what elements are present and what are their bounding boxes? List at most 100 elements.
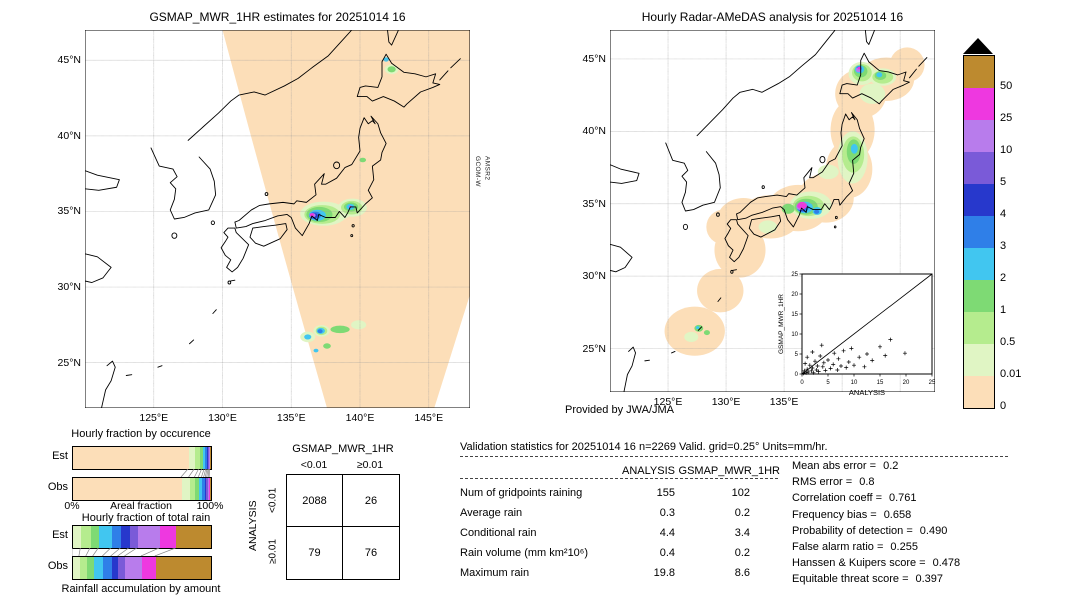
lon-tick-label: 140°E [345,412,375,424]
connector-line [124,548,138,556]
x-tick-label: 10 [851,380,858,386]
stat-gsmap-value: 8.6 [734,567,750,579]
bar-segment [111,526,122,548]
lon-tick-label: 130°E [711,396,741,408]
lon-tick-label: 135°E [276,412,306,424]
scatter-point [807,363,812,368]
metric-label: RMS error = [792,476,853,489]
y-tick-label: 0 [795,372,799,378]
scatter-point [810,366,815,370]
stat-label: Num of gridpoints raining [460,487,583,499]
colorbar-triangle [963,38,993,54]
stat-gsmap-value: 3.4 [734,527,750,539]
totalrain-title: Hourly fraction of total rain [81,512,211,524]
scatter-point [841,348,846,353]
est-bar-occurrence [72,446,212,470]
colorbar-tick-label: 4 [1000,208,1007,220]
scatter-point [832,351,837,356]
validation-col-header-analysis: ANALYSIS [622,465,675,477]
stat-gsmap-value: 102 [731,487,750,499]
stat-label: Rain volume (mm km²10⁶) [460,547,588,559]
bar-segment [176,526,211,548]
validation-row: Average rain 0.3 0.2 [460,503,780,523]
contingency-cell: 76 [364,547,378,559]
validation-row: Num of gridpoints raining 155 102 [460,483,780,503]
lat-tick-label: 45°N [57,54,81,67]
bar-segment [129,526,138,548]
metric-value: 0.478 [932,557,961,570]
bar-segment [86,557,94,579]
connector-line [117,548,129,556]
sensor-label: GCOM-W AMSR2 [472,156,492,187]
axis-left-label: 0% [64,500,80,512]
obs-bar-occurrence [72,477,212,501]
totalrain-obs-label: Obs [47,560,68,572]
bar-segment [199,447,203,469]
connector-line [110,548,121,556]
bar-segment [209,478,211,500]
colorbar-tick-label: 5 [1000,176,1007,188]
scatter-point [888,337,893,342]
scatter-point [811,370,816,375]
metric-value: 0.397 [915,573,944,586]
connector-line [201,469,205,477]
scatter-point [849,346,854,351]
validation-row: Maximum rain 19.8 8.6 [460,563,780,583]
scatter-point [805,355,810,360]
bar-segment [99,526,112,548]
scatter-point [826,358,830,362]
areal-fraction-label: Areal fraction [110,500,172,512]
metric-row: Mean abs error = 0.2 [792,458,960,474]
bar-segment [111,557,119,579]
y-tick-label: 25 [791,272,798,278]
connector-line [85,548,91,556]
colorbar-segment [964,120,994,152]
scatter-point [810,350,815,354]
colorbar-segment [964,56,994,88]
bar-segment [118,557,126,579]
metric-row: Equitable threat score = 0.397 [792,571,960,587]
bar-segment [103,557,112,579]
scatter-point [835,368,840,372]
connector-line [78,548,81,556]
scatter-point [818,354,823,358]
scatter-point [862,364,867,369]
contingency-col-label-1: ≥0.01 [356,459,384,471]
inset-xlabel: ANALYSIS [849,388,885,397]
scatter-point [821,360,826,365]
bar-segment [79,557,87,579]
scatter-point [870,358,875,363]
scatter-point [839,364,843,368]
metric-label: Correlation coeff = [792,492,882,505]
diagonal-line [801,273,933,375]
contingency-table: 2088 26 79 76 [286,474,400,580]
connector-line [203,469,207,477]
stat-gsmap-value: 0.2 [734,507,750,519]
lon-tick-label: 125°E [139,412,169,424]
contingency-row-title: ANALYSIS [247,500,259,552]
lat-tick-label: 35°N [582,197,606,210]
scatter-point [878,344,882,349]
scatter-point [836,356,841,361]
metric-row: RMS error = 0.8 [792,474,960,490]
bar-segment [141,557,156,579]
colorbar-segment [964,280,994,312]
bar-segment [204,478,207,500]
metric-value: 0.658 [883,508,912,521]
left-map-panel [85,30,470,408]
totalrain-caption: Rainfall accumulation by amount [61,583,221,595]
bar-segment [155,557,211,579]
colorbar-tick-label: 0 [1000,400,1007,412]
bar-segment [195,447,200,469]
contingency-row-label-0: <0.01 [267,487,279,513]
contingency-cell: 2088 [287,475,343,527]
scatter-point [846,360,851,364]
lon-tick-label: 125°E [653,396,683,408]
metric-value: 0.490 [919,524,948,537]
scatter-point [865,352,869,356]
connector-line [92,548,99,556]
inset-ylabel: GSMAP_MWR_1HR [778,294,785,354]
scatter-point [803,361,808,366]
stat-label: Conditional rain [460,527,537,539]
scatter-point [815,364,820,368]
